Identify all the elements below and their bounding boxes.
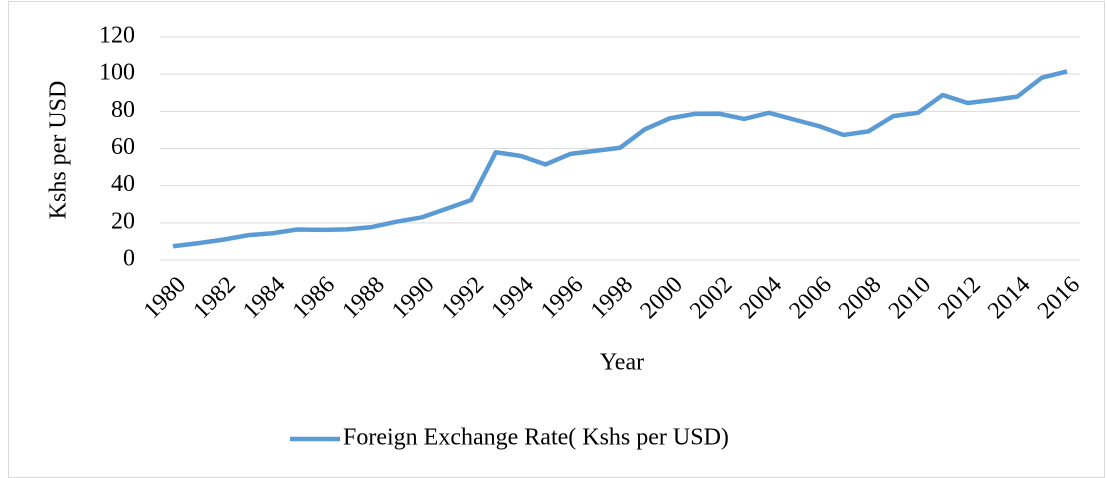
x-tick-label: 2000 [635,272,687,324]
x-tick-label: 1982 [188,272,240,324]
y-tick-label: 120 [99,23,135,49]
y-tick-label: 100 [99,60,135,86]
x-tick-label: 1996 [536,272,588,324]
y-tick-label: 20 [111,208,135,234]
y-tick-label: 80 [111,97,135,123]
x-tick-label: 1988 [337,272,389,324]
legend-label: Foreign Exchange Rate( Kshs per USD) [343,425,729,451]
x-tick-label: 1984 [238,272,290,324]
x-tick-label: 2002 [685,272,737,324]
x-tick-label: 2006 [784,272,836,324]
x-tick-label: 1998 [586,272,638,324]
x-tick-label: 1992 [437,272,489,324]
x-tick-label: 1994 [486,272,538,324]
x-tick-label: 2008 [834,272,886,324]
data-line [172,69,1068,249]
x-tick-label: 2014 [983,272,1035,324]
y-tick-label: 60 [111,134,135,160]
x-tick-label: 1980 [139,272,191,324]
chart-frame [8,1,1105,478]
x-axis-label: Year [600,350,644,376]
x-tick-label: 1990 [387,272,439,324]
y-tick-label: 40 [111,171,135,197]
x-tick-label: 2004 [735,272,787,324]
x-tick-label: 2012 [933,272,985,324]
x-tick-label: 1986 [288,272,340,324]
y-axis-label: Kshs per USD [46,81,72,220]
x-tick-label: 2016 [1033,272,1085,324]
y-tick-label: 0 [123,246,135,272]
x-tick-label: 2010 [884,272,936,324]
